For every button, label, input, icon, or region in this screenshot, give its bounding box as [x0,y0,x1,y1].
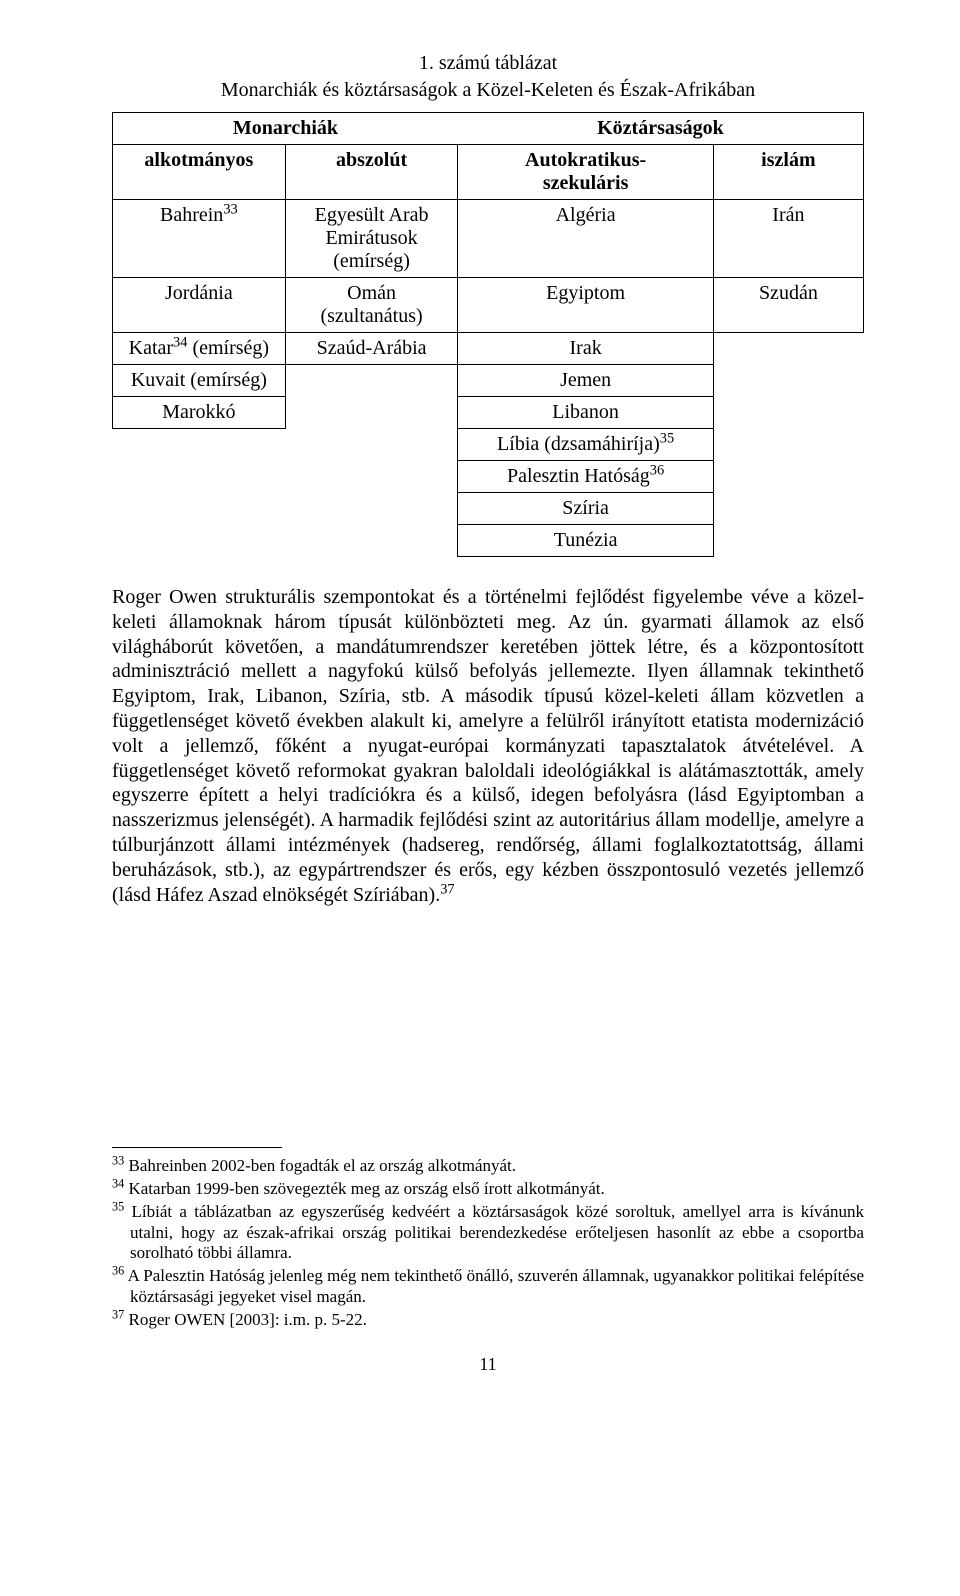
header-koztarsasagok: Köztársaságok [458,113,864,145]
footnote-34: 34 Katarban 1999-ben szövegezték meg az … [112,1179,864,1200]
cell-syria: Szíria [458,493,713,525]
cell-oman: Omán (szultanátus) [285,278,458,333]
cell-egypt: Egyiptom [458,278,713,333]
empty-cell [285,365,458,557]
cell-lebanon: Libanon [458,397,713,429]
footnote-36: 36 A Palesztin Hatóság jelenleg még nem … [112,1266,864,1307]
footnote-37: 37 Roger OWEN [2003]: i.m. p. 5-22. [112,1310,864,1331]
header-monarchiak: Monarchiák [113,113,458,145]
header-autokratikus: Autokratikus- szekuláris [458,145,713,200]
table-header-row-2: alkotmányos abszolút Autokratikus- szeku… [113,145,864,200]
cell-iraq: Irak [458,333,713,365]
cell-bahrein: Bahrein33 [113,200,286,278]
page-number: 11 [112,1354,864,1375]
footnote-33: 33 Bahreinben 2002-ben fogadták el az or… [112,1156,864,1177]
footnotes-block: 33 Bahreinben 2002-ben fogadták el az or… [112,1156,864,1330]
document-page: 1. számú táblázat Monarchiák és köztársa… [0,0,960,1435]
header-iszlam: iszlám [713,145,863,200]
empty-cell [713,333,863,557]
body-paragraph: Roger Owen strukturális szempontokat és … [112,585,864,907]
cell-algeria: Algéria [458,200,713,278]
table-subtitle: Monarchiák és köztársaságok a Közel-Kele… [112,79,864,102]
table-header-row-1: Monarchiák Köztársaságok [113,113,864,145]
table-row: Jordánia Omán (szultanátus) Egyiptom Szu… [113,278,864,333]
cell-kuwait: Kuvait (emírség) [113,365,286,397]
cell-saudi: Szaúd-Arábia [285,333,458,365]
cell-morocco: Marokkó [113,397,286,429]
footnote-separator [112,1147,282,1148]
empty-cell [113,429,286,557]
cell-iran: Irán [713,200,863,278]
footnote-35: 35 Líbiát a táblázatban az egyszerűség k… [112,1202,864,1264]
cell-jordan: Jordánia [113,278,286,333]
main-table: Monarchiák Köztársaságok alkotmányos abs… [112,112,864,557]
cell-qatar: Katar34 (emírség) [113,333,286,365]
table-title: 1. számú táblázat [112,52,864,75]
cell-palestine: Palesztin Hatóság36 [458,461,713,493]
cell-sudan: Szudán [713,278,863,333]
cell-libya: Líbia (dzsamáhiríja)35 [458,429,713,461]
cell-tunisia: Tunézia [458,525,713,557]
header-abszolut: abszolút [285,145,458,200]
table-row: Katar34 (emírség) Szaúd-Arábia Irak [113,333,864,365]
header-alkotmanyos: alkotmányos [113,145,286,200]
cell-yemen: Jemen [458,365,713,397]
table-row: Bahrein33 Egyesült Arab Emirátusok (emír… [113,200,864,278]
cell-uae: Egyesült Arab Emirátusok (emírség) [285,200,458,278]
